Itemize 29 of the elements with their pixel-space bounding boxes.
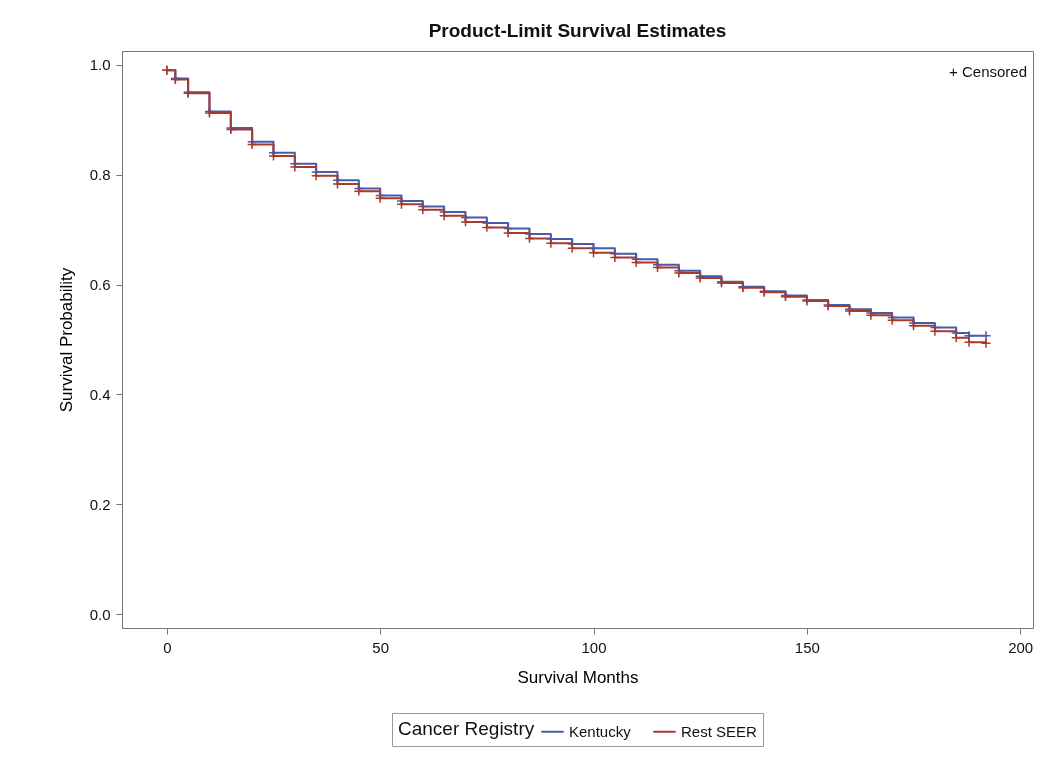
y-tick-label: 0.4 [89, 385, 111, 403]
point [566, 243, 578, 254]
legend-label: Kentucky [569, 722, 632, 740]
x-axis-title: Survival Months [517, 667, 639, 687]
point [310, 170, 322, 181]
point [929, 326, 941, 337]
x-tick-label: 200 [1008, 638, 1034, 656]
legend-label: Rest SEER [681, 722, 758, 740]
point [545, 238, 557, 249]
point [963, 337, 975, 348]
y-tick-label: 0.6 [89, 276, 111, 294]
point [950, 332, 962, 344]
legend-title: Cancer Registry [398, 718, 535, 739]
point [438, 210, 450, 222]
x-tick-label: 0 [163, 638, 172, 656]
point [609, 252, 621, 263]
x-tick-label: 100 [581, 638, 607, 656]
point [481, 222, 493, 233]
x-tick-label: 150 [794, 638, 820, 656]
point [980, 338, 992, 349]
chart-title: Product-Limit Survival Estimates [428, 20, 727, 41]
y-tick-label: 0.8 [89, 166, 111, 184]
y-tick-label: 1.0 [89, 56, 111, 74]
y-tick-label: 0.2 [89, 495, 111, 513]
x-tick-label: 50 [372, 638, 389, 656]
annotation: + Censored [949, 63, 1027, 80]
y-axis-title: Survival Probability [56, 267, 76, 413]
point [417, 204, 429, 216]
y-tick-label: 0.0 [89, 605, 111, 623]
